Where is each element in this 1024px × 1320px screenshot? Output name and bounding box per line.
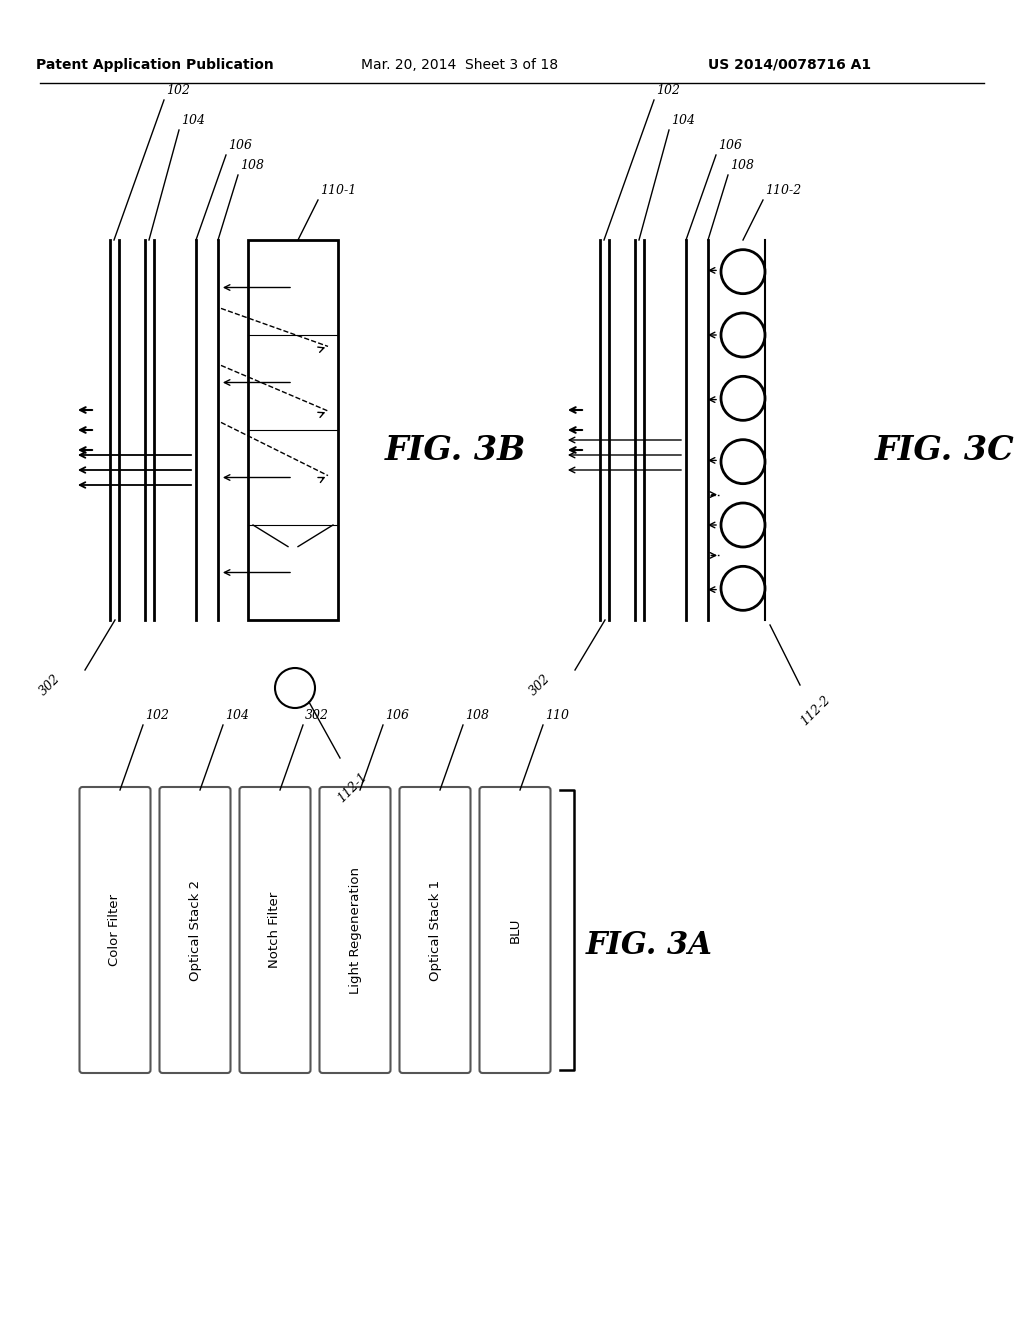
Text: US 2014/0078716 A1: US 2014/0078716 A1 (709, 58, 871, 73)
Text: 110-1: 110-1 (319, 183, 356, 197)
Text: 302: 302 (305, 709, 329, 722)
FancyBboxPatch shape (319, 787, 390, 1073)
Text: FIG. 3C: FIG. 3C (874, 433, 1015, 466)
Text: 110: 110 (545, 709, 569, 722)
Text: FIG. 3A: FIG. 3A (586, 929, 713, 961)
Text: 108: 108 (240, 158, 264, 172)
Text: Mar. 20, 2014  Sheet 3 of 18: Mar. 20, 2014 Sheet 3 of 18 (361, 58, 558, 73)
FancyBboxPatch shape (160, 787, 230, 1073)
Text: 108: 108 (465, 709, 489, 722)
Text: Light Regeneration: Light Regeneration (348, 866, 361, 994)
Text: Optical Stack 2: Optical Stack 2 (188, 879, 202, 981)
Text: Optical Stack 1: Optical Stack 1 (428, 879, 441, 981)
Text: 106: 106 (228, 139, 252, 152)
Bar (248, 240, 338, 620)
Text: FIG. 3B: FIG. 3B (385, 433, 526, 466)
Text: 302: 302 (37, 672, 63, 698)
Text: 104: 104 (671, 114, 695, 127)
FancyBboxPatch shape (399, 787, 470, 1073)
Text: BLU: BLU (509, 917, 521, 942)
Text: 102: 102 (166, 84, 190, 96)
FancyBboxPatch shape (240, 787, 310, 1073)
Text: 302: 302 (527, 672, 553, 698)
Text: 110-2: 110-2 (765, 183, 801, 197)
Text: 102: 102 (656, 84, 680, 96)
Text: 104: 104 (181, 114, 205, 127)
Text: 102: 102 (145, 709, 169, 722)
FancyBboxPatch shape (80, 787, 151, 1073)
Text: 108: 108 (730, 158, 754, 172)
Text: 104: 104 (225, 709, 249, 722)
Text: Notch Filter: Notch Filter (268, 892, 282, 968)
Text: Color Filter: Color Filter (109, 894, 122, 966)
Text: Patent Application Publication: Patent Application Publication (36, 58, 273, 73)
Text: 106: 106 (385, 709, 409, 722)
Text: 106: 106 (718, 139, 742, 152)
FancyBboxPatch shape (479, 787, 551, 1073)
Text: 112-1: 112-1 (335, 770, 370, 805)
Text: 112-2: 112-2 (798, 693, 833, 727)
